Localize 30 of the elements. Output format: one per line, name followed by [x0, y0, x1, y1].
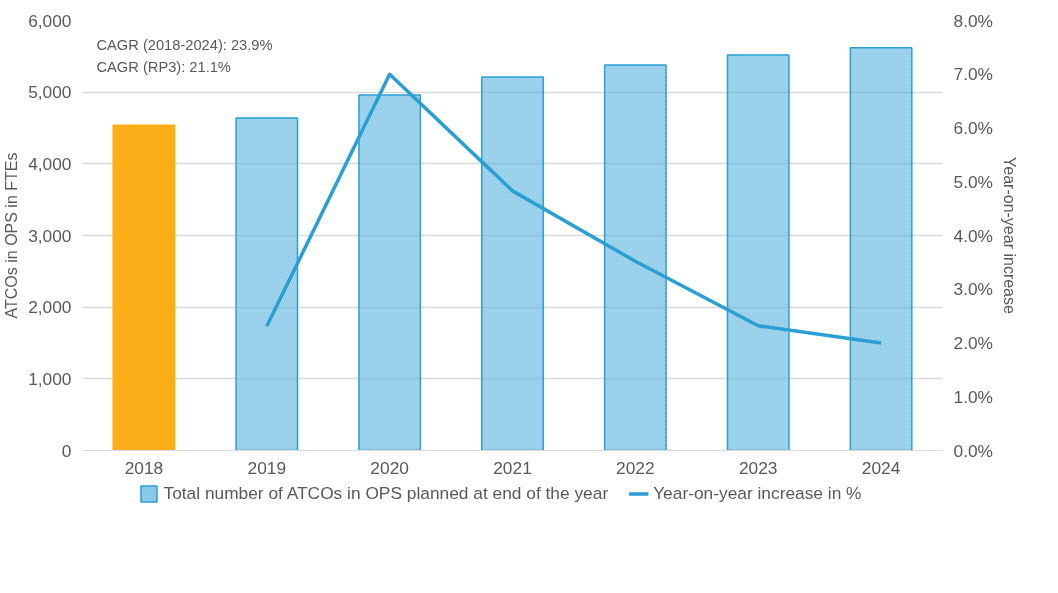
y2-tick-label: 5.0%	[953, 171, 993, 192]
y2-tick-label: 4.0%	[953, 225, 993, 246]
y2-tick-label: 7.0%	[953, 64, 993, 85]
annotation: CAGR (2018-2024): 23.9%	[96, 36, 273, 53]
y-tick-label: 1,000	[28, 368, 72, 389]
y2-axis-title: Year-on-year increase	[1001, 157, 1018, 315]
y-tick-label: 5,000	[28, 82, 72, 103]
y-tick-label: 4,000	[28, 153, 72, 174]
x-tick-label: 2018	[124, 457, 164, 478]
annotation: CAGR (RP3): 21.1%	[96, 58, 231, 75]
y2-tick-label: 0.0%	[953, 440, 993, 461]
y-tick-label: 0	[61, 440, 72, 461]
legend-label: Total number of ATCOs in OPS planned at end of the year	[163, 482, 609, 504]
y2-tick-label: 1.0%	[953, 386, 993, 407]
y2-tick-label: 8.0%	[953, 10, 993, 31]
y-tick-label: 6,000	[28, 10, 72, 31]
x-tick-label: 2024	[861, 457, 901, 478]
y2-tick-label: 2.0%	[953, 333, 993, 353]
y-tick-label: 3,000	[28, 225, 72, 246]
x-tick-label: 2019	[247, 457, 287, 478]
x-tick-label: 2021	[493, 457, 532, 478]
x-tick-label: 2023	[738, 457, 778, 478]
x-tick-label: 2022	[616, 457, 655, 478]
y-tick-label: 2,000	[28, 297, 72, 318]
bar	[112, 124, 176, 451]
y2-tick-label: 6.0%	[953, 118, 993, 138]
legend-label: Year-on-year increase in %	[653, 482, 862, 504]
y2-tick-label: 3.0%	[953, 279, 993, 300]
y-axis-title: ATCOs in OPS in FTEs	[3, 152, 21, 319]
x-tick-label: 2020	[370, 457, 409, 478]
